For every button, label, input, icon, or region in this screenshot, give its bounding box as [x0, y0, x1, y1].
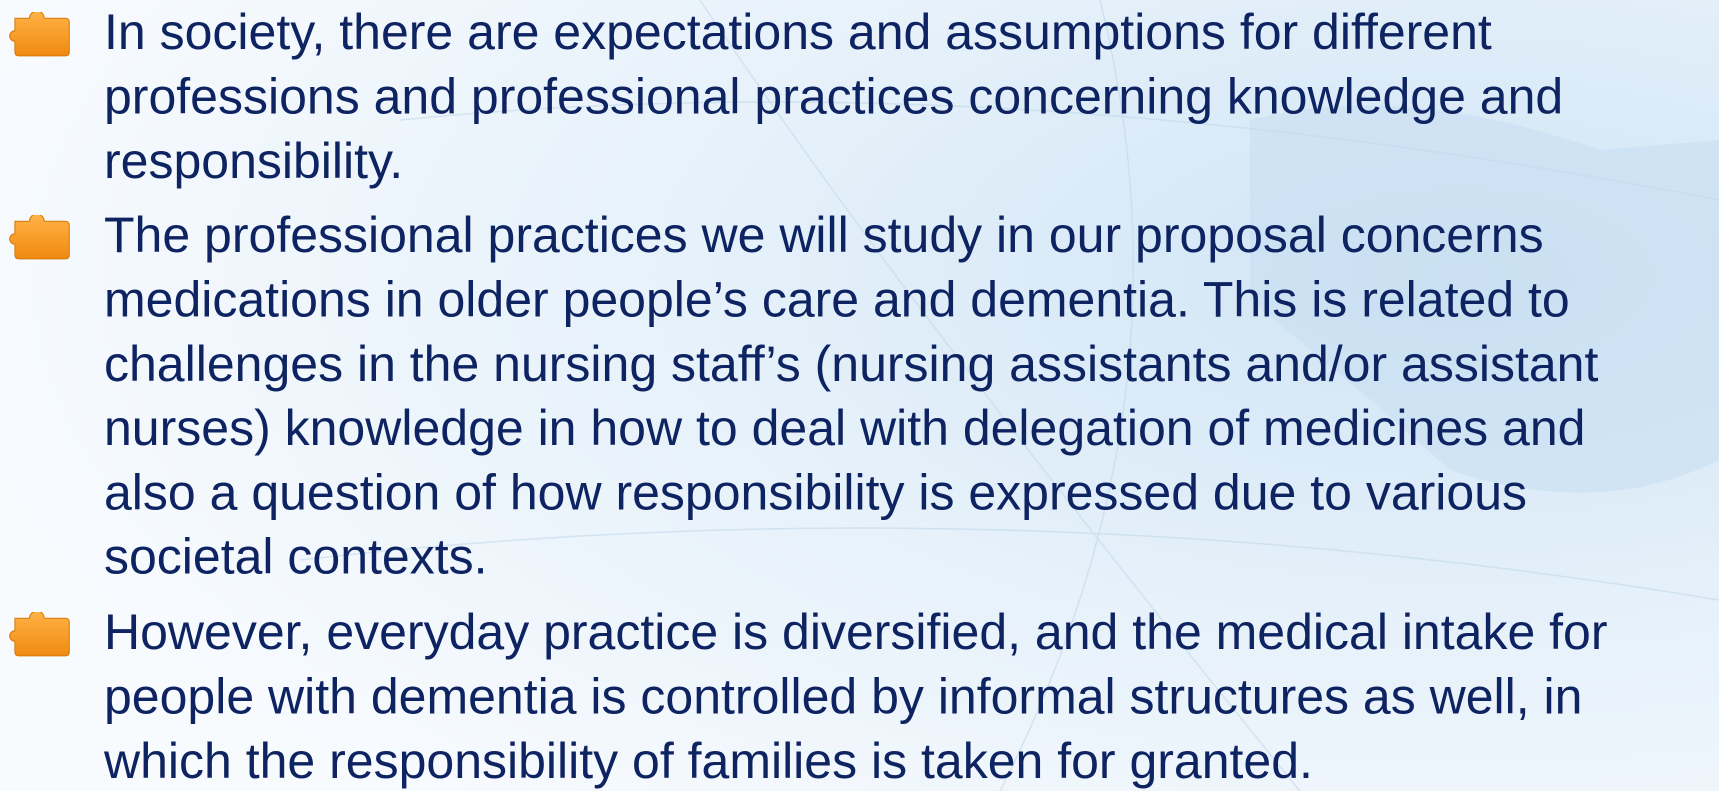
bullet-text-line: medications in older people’s care and d…: [104, 272, 1570, 328]
bullet-text-line: However, everyday practice is diversifie…: [104, 604, 1608, 660]
map-lines: [299, 0, 1719, 791]
bullet-text-line: responsibility.: [104, 133, 403, 189]
bullet-list: In society, there are expectations and a…: [9, 4, 1608, 789]
bullet-text-line: societal contexts.: [104, 529, 488, 585]
map-shape: [1250, 105, 1719, 493]
bullet-text-line: people with dementia is controlled by in…: [104, 669, 1582, 725]
bullet-text-line: challenges in the nursing staff’s (nursi…: [104, 336, 1598, 392]
bullet-text-line: professions and professional practices c…: [104, 69, 1563, 125]
bullet-text-line: The professional practices we will study…: [104, 207, 1544, 263]
bullet-text-line: which the responsibility of families is …: [103, 733, 1313, 789]
bullet-text-line: nurses) knowledge in how to deal with de…: [104, 400, 1585, 456]
bullet-text-line: In society, there are expectations and a…: [104, 4, 1492, 60]
bullet-text-line: also a question of how responsibility is…: [104, 464, 1527, 520]
